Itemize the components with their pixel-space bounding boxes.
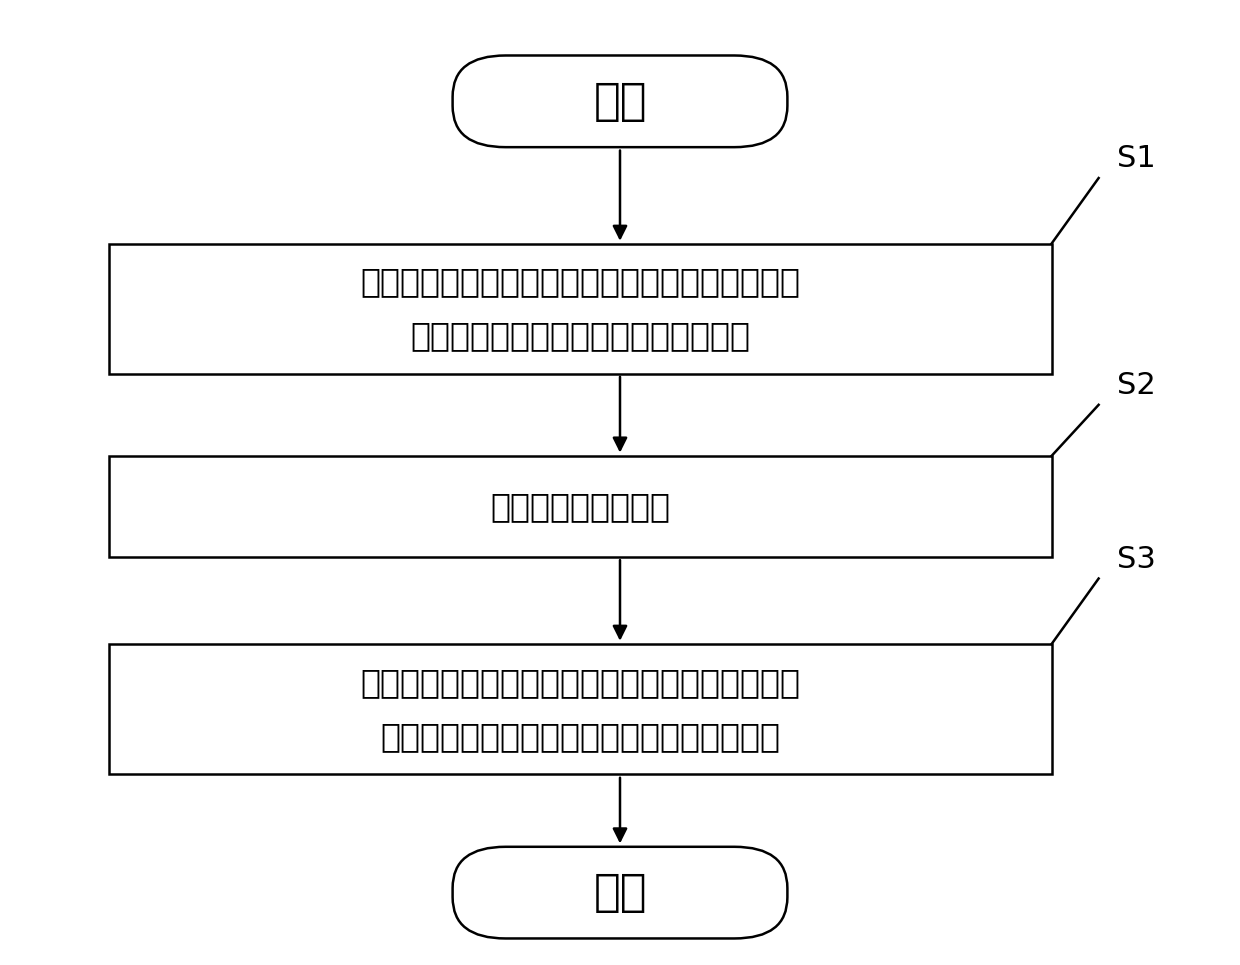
FancyBboxPatch shape xyxy=(453,55,787,148)
Text: 结束: 结束 xyxy=(593,871,647,914)
Bar xyxy=(109,244,1052,374)
Text: 对待测芯片进行网格划分，并测量待测芯片运行时
各网格的温度值，得到待测芯片的热图: 对待测芯片进行网格划分，并测量待测芯片运行时 各网格的温度值，得到待测芯片的热图 xyxy=(361,265,800,352)
Text: S1: S1 xyxy=(1117,144,1156,173)
Text: 利用训练好的神经网络识别待测芯片的热图中包含
的木马信息，判定待测芯片是否被注入了木马: 利用训练好的神经网络识别待测芯片的热图中包含 的木马信息，判定待测芯片是否被注入… xyxy=(361,666,800,753)
FancyBboxPatch shape xyxy=(453,847,787,938)
Text: 开始: 开始 xyxy=(593,80,647,123)
Text: S2: S2 xyxy=(1117,371,1156,400)
Text: 对神经网络进行训练: 对神经网络进行训练 xyxy=(490,490,671,523)
Bar xyxy=(109,645,1052,774)
Bar xyxy=(109,456,1052,558)
Text: S3: S3 xyxy=(1117,544,1156,573)
